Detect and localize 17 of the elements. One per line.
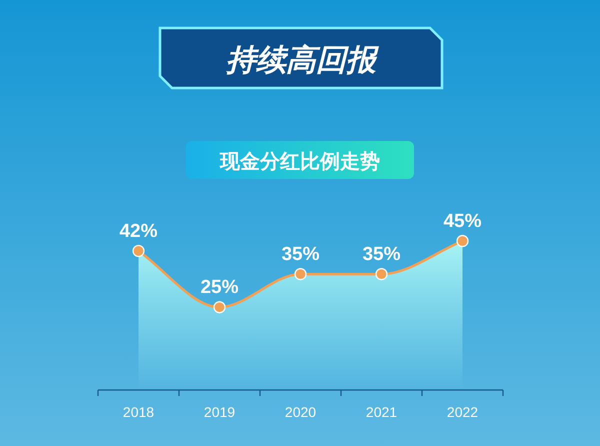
x-tick-label: 2021 (366, 404, 398, 420)
point (132, 244, 145, 258)
data-label: 45% (443, 211, 482, 232)
point (375, 268, 388, 280)
x-tick-label: 2018 (122, 404, 154, 420)
chart-subtitle: 现金分红比例走势 (219, 151, 380, 173)
data-label: 35% (362, 244, 401, 266)
point (456, 234, 469, 248)
data-label: 25% (200, 277, 239, 298)
point (294, 268, 307, 280)
data-label: 35% (281, 244, 320, 266)
chart-title: 持续高回报 (225, 43, 379, 77)
x-tick-label: 2019 (204, 404, 236, 420)
point (213, 301, 226, 314)
x-tick-label: 2020 (284, 404, 316, 420)
data-label: 42% (119, 220, 158, 242)
x-tick-label: 2022 (446, 404, 478, 420)
